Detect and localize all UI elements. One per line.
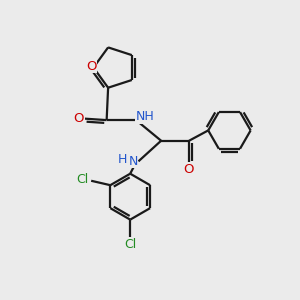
Text: O: O: [183, 163, 194, 176]
Text: O: O: [86, 60, 97, 73]
Text: Cl: Cl: [76, 173, 88, 186]
Text: N: N: [128, 155, 138, 168]
Text: Cl: Cl: [124, 238, 136, 251]
Text: O: O: [74, 112, 84, 125]
Text: NH: NH: [136, 110, 154, 123]
Text: H: H: [117, 153, 127, 167]
